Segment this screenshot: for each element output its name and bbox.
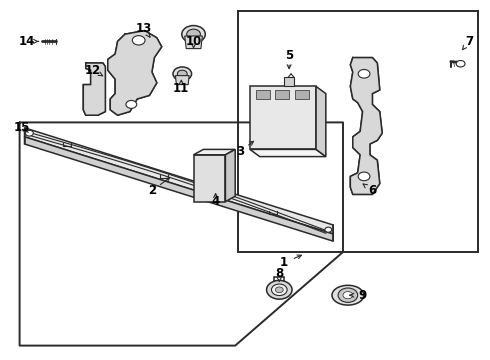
Circle shape <box>132 36 145 45</box>
Polygon shape <box>24 137 333 241</box>
Text: 13: 13 <box>135 22 152 35</box>
Text: 2: 2 <box>148 184 156 197</box>
Bar <box>256 90 270 99</box>
Circle shape <box>358 172 370 181</box>
Polygon shape <box>250 86 316 149</box>
Polygon shape <box>284 77 294 86</box>
Polygon shape <box>194 155 225 202</box>
Circle shape <box>275 287 283 293</box>
Polygon shape <box>350 58 382 194</box>
Circle shape <box>182 26 205 43</box>
Polygon shape <box>194 149 235 155</box>
Text: 4: 4 <box>212 195 220 208</box>
Circle shape <box>187 29 200 39</box>
Circle shape <box>325 227 332 232</box>
Polygon shape <box>175 76 189 85</box>
Ellipse shape <box>332 285 364 305</box>
Text: 11: 11 <box>173 82 190 95</box>
Circle shape <box>456 60 465 67</box>
Text: 3: 3 <box>236 145 244 158</box>
Text: 5: 5 <box>285 49 293 62</box>
Text: 15: 15 <box>14 121 30 134</box>
Text: 9: 9 <box>359 289 367 302</box>
Circle shape <box>173 67 192 81</box>
Circle shape <box>126 100 137 108</box>
Text: 10: 10 <box>185 35 202 48</box>
Text: 14: 14 <box>19 35 35 48</box>
Polygon shape <box>83 63 105 115</box>
Circle shape <box>343 292 353 299</box>
Bar <box>238 11 478 252</box>
Bar <box>295 90 309 99</box>
Polygon shape <box>316 86 326 157</box>
Text: 8: 8 <box>275 267 283 280</box>
Circle shape <box>267 280 292 299</box>
Polygon shape <box>250 149 326 157</box>
Text: 6: 6 <box>368 184 376 197</box>
Circle shape <box>358 69 370 78</box>
Polygon shape <box>108 31 162 115</box>
Text: 7: 7 <box>465 35 473 48</box>
Polygon shape <box>24 128 333 234</box>
Text: 12: 12 <box>85 64 101 77</box>
Circle shape <box>177 70 187 77</box>
Polygon shape <box>225 149 235 202</box>
Polygon shape <box>185 36 202 49</box>
Circle shape <box>338 288 358 302</box>
Bar <box>275 90 289 99</box>
Circle shape <box>271 284 287 296</box>
Text: 1: 1 <box>280 256 288 269</box>
Circle shape <box>25 130 33 136</box>
